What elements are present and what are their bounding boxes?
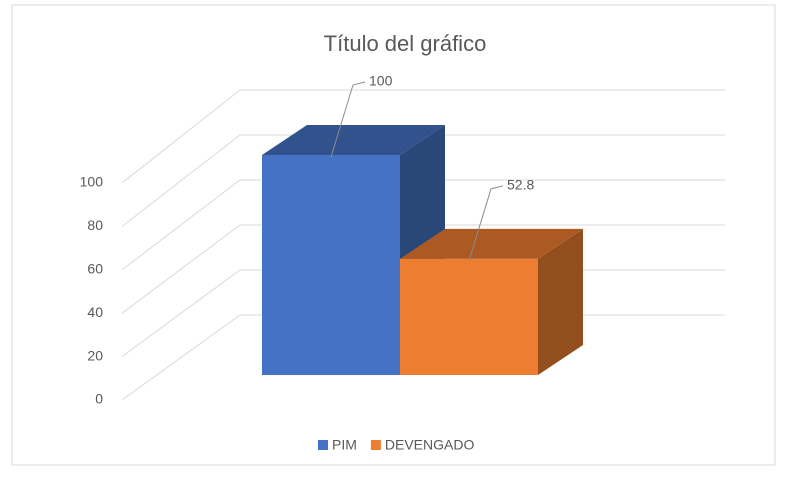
legend-swatch (370, 440, 381, 450)
data-label: 100 (369, 73, 393, 89)
label-leader (330, 81, 366, 158)
grid-line (121, 224, 725, 314)
y-tick-label: 80 (87, 217, 103, 233)
data-label: 52.8 (507, 177, 534, 193)
grid-line (121, 89, 725, 184)
y-tick-label: 20 (87, 347, 103, 363)
legend-swatch (318, 440, 328, 450)
y-tick-label: 100 (80, 174, 104, 190)
grid-line (121, 179, 725, 271)
bar-top (262, 125, 445, 155)
legend-label: PIM (332, 437, 357, 453)
y-tick-label: 40 (87, 304, 103, 320)
grid-line (121, 134, 725, 227)
bar-top (400, 228, 583, 259)
chart-title: Título del gráfico (324, 31, 487, 56)
bar (262, 155, 400, 375)
legend-label: DEVENGADO (385, 437, 475, 453)
bar-side (538, 228, 583, 375)
y-tick-label: 0 (95, 391, 103, 407)
bar (400, 258, 538, 375)
label-leader (468, 185, 504, 261)
y-tick-label: 60 (87, 261, 103, 277)
